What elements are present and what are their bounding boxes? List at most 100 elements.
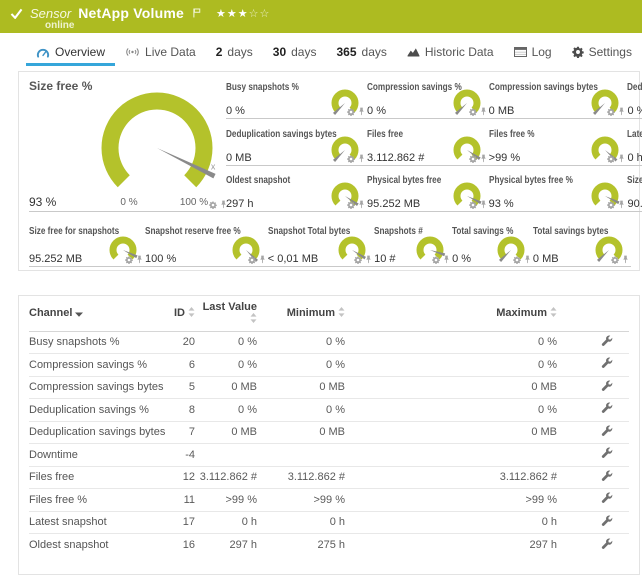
gauge-title: Deduplication savings % bbox=[627, 82, 642, 93]
gauge-pin-icon[interactable] bbox=[358, 154, 365, 163]
gauge-settings-icon[interactable] bbox=[468, 201, 477, 209]
gauge-pin-icon[interactable] bbox=[524, 255, 531, 264]
tab-log[interactable]: Log bbox=[504, 38, 562, 66]
channel-settings-button[interactable] bbox=[601, 470, 613, 482]
gauge-cell[interactable]: Deduplication savings bytes 0 MB bbox=[226, 128, 368, 166]
gauge-cell[interactable]: Oldest snapshot 297 h bbox=[226, 174, 368, 212]
channel-settings-button[interactable] bbox=[601, 335, 613, 347]
gauge-title: Total savings bytes bbox=[532, 226, 609, 237]
gauge-pin-icon[interactable] bbox=[618, 107, 625, 116]
gauge-title: Total savings % bbox=[452, 226, 514, 237]
cell-channel: Oldest snapshot bbox=[29, 533, 167, 556]
gauge-settings-icon[interactable] bbox=[347, 155, 355, 163]
channel-settings-button[interactable] bbox=[601, 492, 613, 504]
cell-channel: Deduplication savings bytes bbox=[29, 420, 167, 444]
gauge-cell[interactable]: Size free 90.140 MB bbox=[627, 174, 642, 212]
gauge-pin-icon[interactable] bbox=[259, 255, 266, 264]
gauge-cell[interactable]: Compression savings % 0 % bbox=[367, 81, 489, 119]
gauge-settings-icon[interactable] bbox=[354, 256, 362, 264]
gauge-settings-icon[interactable] bbox=[125, 256, 133, 264]
gauge-title: Size free % bbox=[29, 79, 93, 93]
primary-gauge-dial: x bbox=[101, 92, 216, 188]
column-header-last-value[interactable]: Last Value bbox=[195, 296, 257, 332]
gauge-cell[interactable]: Files free % >99 % bbox=[488, 128, 628, 166]
gauge-cell[interactable]: Size free for snapshots 95.252 MB bbox=[29, 225, 146, 267]
gauge-settings-icon[interactable] bbox=[611, 256, 619, 264]
channel-settings-button[interactable] bbox=[601, 447, 613, 459]
cell-last-value: 0 MB bbox=[195, 420, 257, 444]
tab-overview[interactable]: Overview bbox=[26, 38, 116, 66]
gauge-pin-icon[interactable] bbox=[358, 200, 365, 209]
gauge-cell[interactable]: Busy snapshots % 0 % bbox=[226, 81, 368, 119]
cell-maximum: 0 MB bbox=[345, 375, 557, 399]
gauge-settings-icon[interactable] bbox=[347, 108, 355, 116]
primary-gauge-cell[interactable]: Size free % x 93 % 0 % 100 % bbox=[29, 76, 229, 212]
gauge-dial bbox=[338, 236, 367, 260]
gauge-cell[interactable]: Physical bytes free % 93 % bbox=[488, 174, 628, 212]
gauge-cell[interactable]: Compression savings bytes 0 MB bbox=[488, 81, 628, 119]
gauge-value: 0 MB bbox=[532, 253, 559, 265]
channel-settings-button[interactable] bbox=[601, 402, 613, 414]
channel-settings-button[interactable] bbox=[601, 380, 613, 392]
gauge-cell[interactable]: Snapshot Total bytes < 0,01 MB bbox=[267, 225, 375, 267]
gauge-cell[interactable]: Files free 3.112.862 # bbox=[367, 128, 489, 166]
column-header-id[interactable]: ID bbox=[167, 296, 195, 332]
gauge-title: Files free bbox=[367, 128, 404, 140]
gauge-pin-icon[interactable] bbox=[220, 200, 227, 209]
gauge-cell[interactable]: Snapshots # 10 # bbox=[374, 225, 453, 267]
gauge-settings-icon[interactable] bbox=[432, 256, 440, 264]
tab-historic-data[interactable]: Historic Data bbox=[397, 38, 504, 66]
column-header-actions bbox=[557, 296, 629, 332]
gauge-value: 95.252 MB bbox=[367, 198, 421, 210]
cell-maximum: >99 % bbox=[345, 488, 557, 511]
tab-30-days[interactable]: 30 days bbox=[263, 38, 327, 66]
gauge-settings-icon[interactable] bbox=[468, 155, 477, 163]
gauge-settings-icon[interactable] bbox=[513, 256, 521, 264]
gauge-pin-icon[interactable] bbox=[136, 255, 143, 264]
channel-settings-button[interactable] bbox=[601, 537, 613, 550]
gauge-dial bbox=[232, 236, 260, 263]
gauge-settings-icon[interactable] bbox=[347, 201, 355, 209]
gauge-pin-icon[interactable] bbox=[443, 255, 450, 264]
tab-live-data[interactable]: Live Data bbox=[115, 38, 206, 66]
cell-last-value: 0 % bbox=[195, 398, 257, 421]
gauge-cell[interactable]: Snapshot reserve free % 100 % bbox=[145, 225, 268, 267]
gauge-title: Latest snapshot bbox=[627, 128, 642, 140]
table-row: Deduplication savings % 8 0 % 0 % 0 % bbox=[29, 398, 629, 421]
gauge-cell[interactable]: Physical bytes free 95.252 MB bbox=[367, 174, 489, 212]
gauge-settings-icon[interactable] bbox=[247, 256, 256, 264]
gauges-panel: Size free % x 93 % 0 % 100 % Busy snapsh… bbox=[18, 71, 642, 271]
gauge-settings-icon[interactable] bbox=[607, 108, 616, 116]
gauge-pin-icon[interactable] bbox=[358, 107, 365, 116]
gauge-settings-icon[interactable] bbox=[209, 201, 217, 209]
priority-flag-icon bbox=[193, 8, 201, 18]
column-header-maximum[interactable]: Maximum bbox=[345, 296, 557, 332]
gauge-settings-icon[interactable] bbox=[607, 155, 616, 163]
gauge-pin-icon[interactable] bbox=[618, 154, 625, 163]
gauge-pin-icon[interactable] bbox=[622, 255, 629, 264]
table-row: Compression savings % 6 0 % 0 % 0 % bbox=[29, 353, 629, 376]
column-header-channel[interactable]: Channel bbox=[29, 296, 167, 332]
tab-2-days[interactable]: 2 days bbox=[206, 38, 263, 66]
gauge-settings-icon[interactable] bbox=[607, 201, 616, 209]
gauge-pin-icon[interactable] bbox=[365, 255, 372, 264]
tab-settings[interactable]: Settings bbox=[562, 38, 642, 66]
gauge-dial bbox=[453, 182, 482, 206]
gauge-value: 0 MB bbox=[488, 105, 515, 117]
tab-label: Settings bbox=[588, 45, 632, 59]
column-header-minimum[interactable]: Minimum bbox=[257, 296, 345, 332]
gauge-cell[interactable]: Total savings % 0 % bbox=[452, 225, 533, 267]
channel-settings-button[interactable] bbox=[601, 357, 613, 369]
tab-365-days[interactable]: 365 days bbox=[326, 38, 396, 66]
gauge-cell[interactable]: Latest snapshot 0 h bbox=[627, 128, 642, 166]
gauge-cell[interactable]: Total savings bytes 0 MB bbox=[532, 225, 631, 267]
channel-settings-button[interactable] bbox=[601, 425, 613, 437]
gauge-pin-icon[interactable] bbox=[480, 154, 487, 163]
gauge-cell[interactable]: Deduplication savings % 0 % bbox=[627, 81, 642, 119]
priority-stars[interactable]: ★★★☆☆ bbox=[216, 7, 270, 20]
gauge-pin-icon[interactable] bbox=[618, 200, 625, 209]
channel-settings-button[interactable] bbox=[601, 515, 613, 527]
gauge-settings-icon[interactable] bbox=[468, 108, 477, 116]
gauge-pin-icon[interactable] bbox=[480, 200, 487, 209]
gauge-pin-icon[interactable] bbox=[480, 107, 487, 116]
